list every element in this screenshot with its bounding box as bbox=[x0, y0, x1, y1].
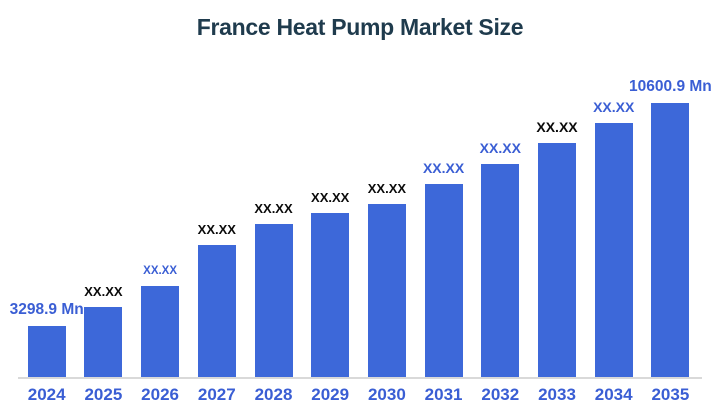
bar-2031 bbox=[424, 184, 463, 377]
value-label-2031: XX.XX bbox=[422, 160, 465, 176]
bar-2033 bbox=[538, 143, 576, 377]
bar-2027 bbox=[197, 245, 236, 377]
x-tick-2030: 2030 bbox=[367, 385, 406, 404]
value-label-2030: XX.XX bbox=[367, 181, 407, 196]
x-tick-2027: 2027 bbox=[197, 385, 236, 404]
x-tick-2031: 2031 bbox=[424, 385, 463, 404]
bar-2035 bbox=[651, 103, 690, 377]
bar-2034 bbox=[594, 123, 633, 377]
value-label-2025: XX.XX bbox=[84, 284, 123, 299]
bar-2032 bbox=[481, 164, 520, 377]
value-label-2024: 3298.9 Mn bbox=[9, 300, 84, 318]
x-tick-2026: 2026 bbox=[141, 385, 180, 404]
x-tick-2035: 2035 bbox=[651, 385, 690, 404]
bar-2029 bbox=[311, 213, 350, 377]
value-label-2034: XX.XX bbox=[593, 99, 635, 115]
value-label-2026: XX.XX bbox=[143, 264, 178, 277]
x-tick-2024: 2024 bbox=[27, 385, 66, 404]
x-tick-2028: 2028 bbox=[254, 385, 293, 404]
bar-2024 bbox=[27, 326, 66, 377]
value-label-2032: XX.XX bbox=[479, 140, 521, 156]
value-label-2029: XX.XX bbox=[311, 190, 350, 205]
value-label-2033: XX.XX bbox=[536, 119, 578, 135]
x-tick-2032: 2032 bbox=[481, 385, 520, 404]
bar-2028 bbox=[254, 224, 293, 377]
bar-2025 bbox=[84, 307, 123, 377]
value-label-2028: XX.XX bbox=[254, 201, 293, 216]
x-tick-2029: 2029 bbox=[311, 385, 350, 404]
x-tick-2033: 2033 bbox=[538, 385, 576, 404]
bar-2030 bbox=[367, 204, 406, 377]
x-tick-2025: 2025 bbox=[84, 385, 123, 404]
value-label-2027: XX.XX bbox=[197, 222, 236, 237]
chart-title: France Heat Pump Market Size bbox=[196, 14, 524, 40]
value-label-2035: 10600.9 Mn bbox=[629, 77, 712, 95]
x-axis-line bbox=[18, 377, 702, 379]
bar-2026 bbox=[141, 286, 180, 377]
x-tick-2034: 2034 bbox=[594, 385, 633, 404]
